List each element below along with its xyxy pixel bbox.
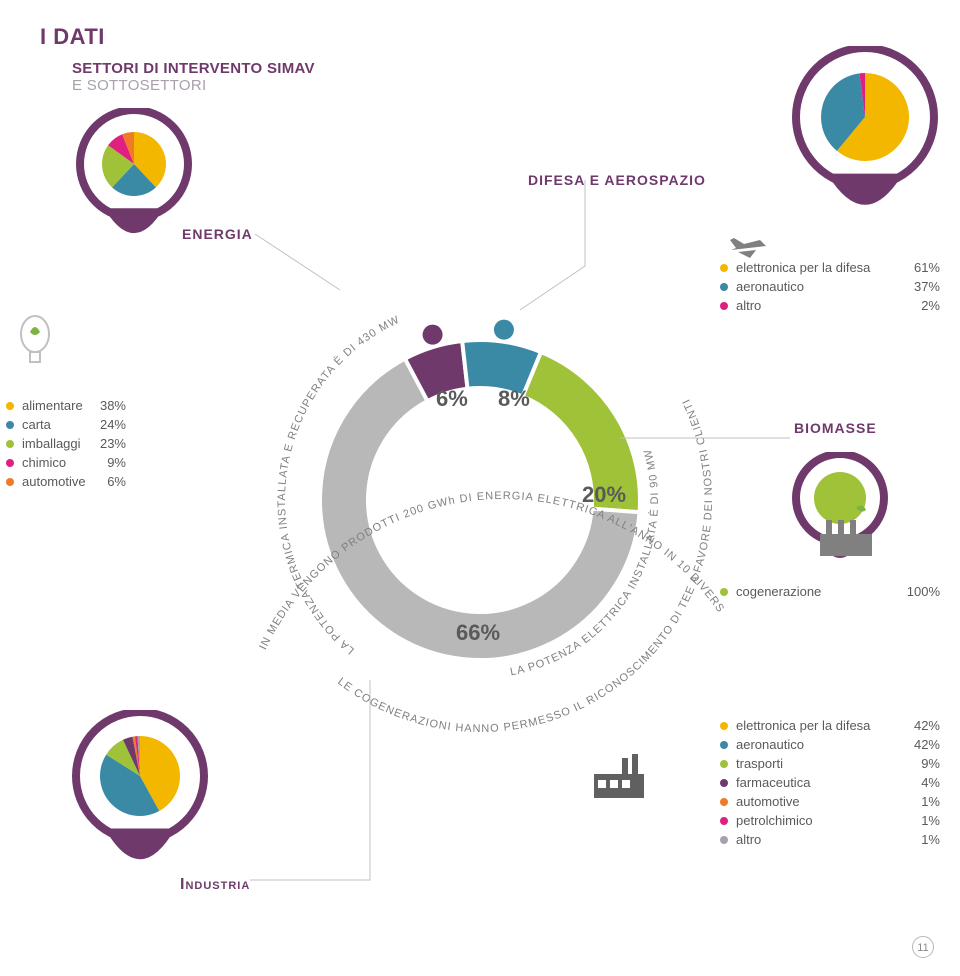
legend-label: aeronautico	[728, 279, 900, 294]
legend-pct: 42%	[900, 718, 940, 733]
legend-label: aeronautico	[728, 737, 900, 752]
legend-energia: alimentare38%carta24%imballaggi23%chimic…	[6, 396, 126, 491]
legend-label: imballaggi	[14, 436, 86, 451]
legend-row: petrolchimico1%	[720, 811, 940, 830]
legend-row: aeronautico37%	[720, 277, 940, 296]
legend-row: automotive1%	[720, 792, 940, 811]
legend-industria: elettronica per la difesa42%aeronautico4…	[720, 716, 940, 849]
legend-label: petrolchimico	[728, 813, 900, 828]
factory-icon	[590, 750, 650, 802]
legend-biomasse: cogenerazione100%	[720, 582, 940, 601]
legend-dot	[720, 760, 728, 768]
legend-label: farmaceutica	[728, 775, 900, 790]
legend-dot	[720, 798, 728, 806]
legend-label: elettronica per la difesa	[728, 718, 900, 733]
legend-pct: 1%	[900, 832, 940, 847]
legend-pct: 2%	[900, 298, 940, 313]
legend-pct: 6%	[86, 474, 126, 489]
legend-row: automotive6%	[6, 472, 126, 491]
legend-row: imballaggi23%	[6, 434, 126, 453]
legend-pct: 37%	[900, 279, 940, 294]
legend-row: altro1%	[720, 830, 940, 849]
legend-row: aeronautico42%	[720, 735, 940, 754]
legend-pct: 24%	[86, 417, 126, 432]
legend-label: cogenerazione	[728, 584, 900, 599]
legend-row: trasporti9%	[720, 754, 940, 773]
legend-dot	[720, 817, 728, 825]
legend-pct: 1%	[900, 794, 940, 809]
legend-dot	[720, 264, 728, 272]
legend-dot	[720, 283, 728, 291]
legend-row: cogenerazione100%	[720, 582, 940, 601]
legend-label: automotive	[14, 474, 86, 489]
legend-pct: 9%	[86, 455, 126, 470]
legend-dot	[720, 588, 728, 596]
legend-row: altro2%	[720, 296, 940, 315]
legend-label: alimentare	[14, 398, 86, 413]
lightbulb-leaf-icon	[10, 312, 60, 372]
biomass-plant-icon	[816, 504, 876, 560]
legend-dot	[720, 722, 728, 730]
plane-icon	[726, 232, 774, 262]
legend-row: carta24%	[6, 415, 126, 434]
legend-pct: 61%	[900, 260, 940, 275]
page-number: 11	[912, 936, 934, 958]
legend-dot	[6, 421, 14, 429]
legend-dot	[720, 779, 728, 787]
legend-dot	[720, 836, 728, 844]
legend-row: chimico9%	[6, 453, 126, 472]
legend-label: altro	[728, 832, 900, 847]
legend-label: automotive	[728, 794, 900, 809]
legend-label: chimico	[14, 455, 86, 470]
legend-difesa: elettronica per la difesa61%aeronautico3…	[720, 258, 940, 315]
legend-pct: 23%	[86, 436, 126, 451]
legend-pct: 38%	[86, 398, 126, 413]
legend-label: altro	[728, 298, 900, 313]
legend-dot	[6, 478, 14, 486]
legend-dot	[720, 302, 728, 310]
legend-dot	[720, 741, 728, 749]
legend-pct: 100%	[900, 584, 940, 599]
legend-label: carta	[14, 417, 86, 432]
legend-row: farmaceutica4%	[720, 773, 940, 792]
legend-dot	[6, 440, 14, 448]
legend-dot	[6, 459, 14, 467]
legend-label: elettronica per la difesa	[728, 260, 900, 275]
legend-label: trasporti	[728, 756, 900, 771]
legend-pct: 42%	[900, 737, 940, 752]
legend-pct: 4%	[900, 775, 940, 790]
legend-dot	[6, 402, 14, 410]
legend-row: alimentare38%	[6, 396, 126, 415]
legend-pct: 1%	[900, 813, 940, 828]
legend-pct: 9%	[900, 756, 940, 771]
legend-row: elettronica per la difesa42%	[720, 716, 940, 735]
